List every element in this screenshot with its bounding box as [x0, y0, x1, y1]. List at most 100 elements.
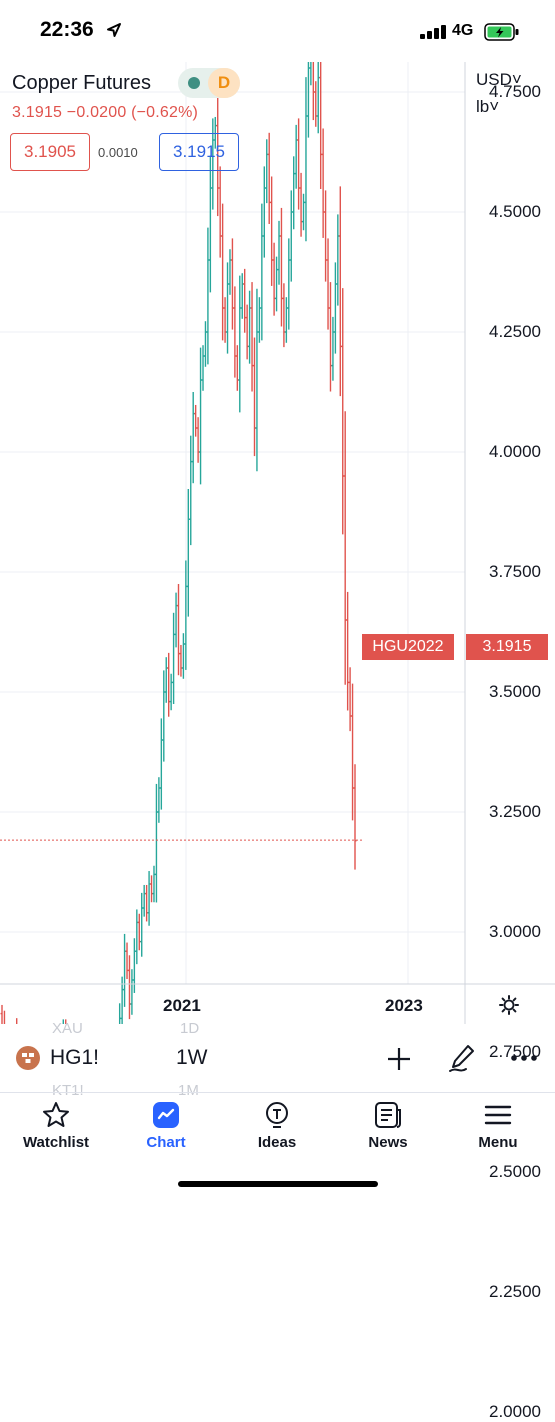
sell-price-button[interactable]: 3.1905: [10, 133, 90, 171]
ohlc-bar: [135, 909, 139, 965]
ohlc-bar: [351, 683, 355, 821]
nav-label: Chart: [146, 1134, 186, 1151]
ohlc-bar: [174, 592, 178, 648]
ohlc-bar: [272, 242, 276, 316]
y-tick-label: 4.5000: [489, 202, 541, 221]
nav-news[interactable]: News: [338, 1100, 438, 1151]
market-open-dot-icon: [188, 77, 200, 89]
ohlc-bar: [226, 262, 230, 354]
ohlc-bar: [265, 139, 269, 204]
ohlc-bar: [177, 584, 180, 676]
ohlc-bar: [331, 316, 335, 381]
ohlc-bar: [252, 337, 256, 457]
y-tick-label: 3.7500: [489, 562, 541, 581]
ohlc-bar: [346, 591, 350, 711]
ohlc-bar: [324, 190, 328, 282]
home-indicator: [178, 1181, 378, 1187]
ohlc-bar: [186, 488, 190, 617]
ohlc-bar: [65, 1019, 67, 1024]
ohlc-bar: [167, 652, 171, 717]
ohlc-bar: [172, 612, 176, 704]
y-tick-label: 4.7500: [489, 82, 541, 101]
chart-icon: [153, 1102, 179, 1128]
picker-interval-below: 1M: [178, 1082, 199, 1099]
ohlc-bar: [164, 657, 168, 703]
ohlc-bar: [154, 783, 158, 903]
symbol-title[interactable]: Copper Futures: [12, 72, 151, 94]
location-arrow-icon: [107, 23, 121, 37]
ohlc-bar: [238, 275, 242, 413]
y-tick-label: 2.5000: [489, 1162, 541, 1181]
ohlc-bar: [152, 865, 156, 903]
status-time: 22:36: [40, 18, 94, 41]
ohlc-bar: [294, 124, 298, 189]
news-icon: [375, 1102, 401, 1128]
ohlc-bar: [147, 871, 151, 926]
ohlc-bar: [297, 118, 301, 210]
last-price-symbol-label: HGU2022: [362, 634, 454, 660]
y-tick-label: 3.5000: [489, 682, 541, 701]
ohlc-bar: [142, 884, 146, 917]
copper-symbol-icon: [16, 1046, 40, 1070]
ohlc-bar: [328, 282, 332, 392]
ohlc-bar: [191, 392, 195, 484]
interval-selector[interactable]: 1W: [176, 1046, 208, 1069]
ohlc-bar: [201, 345, 205, 391]
ohlc-bar: [125, 942, 129, 980]
ohlc-bar: [299, 172, 303, 237]
ohlc-bar: [140, 892, 144, 957]
more-options-icon[interactable]: [510, 1054, 538, 1062]
ohlc-bar: [348, 667, 352, 732]
ohlc-bar: [326, 238, 330, 330]
last-price-label: 3.1915: [466, 634, 548, 660]
battery-charging-icon: [484, 23, 519, 41]
ohlc-bar: [127, 955, 131, 1020]
y-tick-label: 2.0000: [489, 1402, 541, 1421]
y-tick-label: 4.0000: [489, 442, 541, 461]
nav-watchlist[interactable]: Watchlist: [6, 1100, 106, 1151]
ohlc-bar: [179, 644, 183, 677]
ohlc-bar: [228, 249, 232, 295]
ohlc-bar: [279, 207, 283, 327]
y-tick-label: 4.2500: [489, 322, 541, 341]
ohlc-bar: [159, 718, 163, 810]
price-chart[interactable]: [0, 62, 555, 1024]
ohlc-bar: [282, 283, 286, 348]
ohlc-bar: [353, 764, 357, 870]
nav-ideas[interactable]: Ideas: [227, 1100, 327, 1151]
toolbar-divider: [0, 1092, 555, 1093]
x-tick-label: 2021: [163, 996, 201, 1015]
drawing-pen-icon[interactable]: [448, 1043, 476, 1073]
buy-price-button[interactable]: 3.1915: [159, 133, 239, 171]
ohlc-bar: [257, 297, 261, 343]
unit-dropdown[interactable]: lb˅: [476, 97, 500, 116]
ohlc-bar: [123, 933, 127, 1007]
ohlc-bar: [203, 321, 207, 367]
delayed-data-badge[interactable]: D: [208, 68, 240, 98]
nav-label: Menu: [478, 1134, 518, 1151]
ohlc-bar: [321, 128, 325, 238]
ohlc-bar: [240, 273, 244, 319]
nav-chart[interactable]: Chart: [116, 1100, 216, 1151]
settings-gear-icon[interactable]: [498, 994, 520, 1016]
nav-label: News: [368, 1134, 408, 1151]
lightbulb-icon: [266, 1102, 288, 1128]
ohlc-bar: [333, 262, 337, 354]
ohlc-bar: [304, 77, 308, 242]
ohlc-bar: [157, 777, 161, 823]
add-plus-icon[interactable]: [386, 1046, 412, 1072]
ohlc-bar: [0, 1004, 3, 1024]
ohlc-bar: [243, 268, 247, 333]
symbol-selector[interactable]: HG1!: [50, 1046, 100, 1069]
ohlc-bar: [316, 62, 320, 134]
currency-dropdown[interactable]: USD˅: [476, 70, 522, 89]
ohlc-bar: [162, 670, 166, 762]
nav-label: Watchlist: [22, 1134, 90, 1151]
star-icon: [43, 1102, 69, 1127]
ohlc-bar: [150, 875, 154, 903]
ohlc-bar: [250, 282, 254, 392]
y-tick-label: 3.0000: [489, 922, 541, 941]
nav-menu[interactable]: Menu: [448, 1100, 548, 1151]
ohlc-bar: [277, 220, 281, 285]
ohlc-bar: [208, 155, 212, 293]
